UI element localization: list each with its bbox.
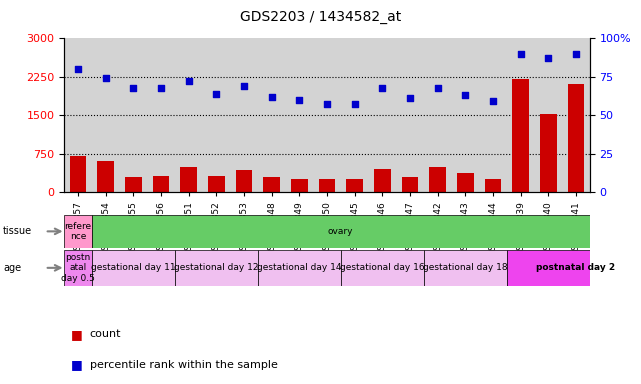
Point — [101, 75, 111, 81]
Bar — [125, 177, 142, 192]
Bar — [64, 215, 92, 248]
Bar — [512, 79, 529, 192]
Bar — [263, 177, 280, 192]
Point — [515, 51, 526, 57]
Point — [349, 101, 360, 108]
Bar — [319, 179, 335, 192]
Text: GDS2203 / 1434582_at: GDS2203 / 1434582_at — [240, 10, 401, 23]
Text: postn
atal
day 0.5: postn atal day 0.5 — [61, 253, 95, 283]
Text: gestational day 11: gestational day 11 — [91, 263, 176, 272]
Text: gestational day 12: gestational day 12 — [174, 263, 258, 272]
Bar — [424, 250, 507, 286]
Point — [460, 92, 470, 98]
Bar — [70, 156, 87, 192]
Text: ■: ■ — [71, 328, 82, 341]
Bar — [346, 179, 363, 192]
Text: gestational day 14: gestational day 14 — [257, 263, 342, 272]
Point — [543, 55, 553, 61]
Point — [211, 91, 221, 97]
Bar — [180, 167, 197, 192]
Bar — [341, 250, 424, 286]
Bar — [429, 167, 446, 192]
Point — [404, 95, 415, 101]
Point — [377, 84, 387, 91]
Bar — [567, 84, 584, 192]
Bar — [507, 250, 641, 286]
Text: refere
nce: refere nce — [64, 222, 92, 241]
Text: count: count — [90, 329, 121, 339]
Text: ■: ■ — [71, 358, 82, 371]
Point — [570, 51, 581, 57]
Point — [183, 78, 194, 84]
Text: ovary: ovary — [328, 227, 353, 236]
Bar — [64, 250, 92, 286]
Point — [239, 83, 249, 89]
Point — [156, 84, 166, 91]
Point — [128, 84, 138, 91]
Point — [73, 66, 83, 72]
Bar — [540, 114, 556, 192]
Text: gestational day 16: gestational day 16 — [340, 263, 424, 272]
Bar — [402, 177, 418, 192]
Bar — [374, 169, 390, 192]
Text: percentile rank within the sample: percentile rank within the sample — [90, 360, 278, 370]
Text: tissue: tissue — [3, 226, 32, 237]
Bar — [97, 161, 114, 192]
Text: age: age — [3, 263, 21, 273]
Point — [267, 94, 277, 100]
Bar — [236, 170, 252, 192]
Bar — [153, 175, 169, 192]
Bar — [485, 179, 501, 192]
Point — [488, 98, 498, 104]
Point — [322, 101, 332, 108]
Bar — [457, 173, 474, 192]
Text: postnatal day 2: postnatal day 2 — [537, 263, 615, 272]
Bar — [175, 250, 258, 286]
Bar — [291, 179, 308, 192]
Bar — [258, 250, 341, 286]
Text: gestational day 18: gestational day 18 — [423, 263, 508, 272]
Point — [433, 84, 443, 91]
Point — [294, 97, 304, 103]
Bar — [208, 175, 224, 192]
Bar — [92, 250, 175, 286]
